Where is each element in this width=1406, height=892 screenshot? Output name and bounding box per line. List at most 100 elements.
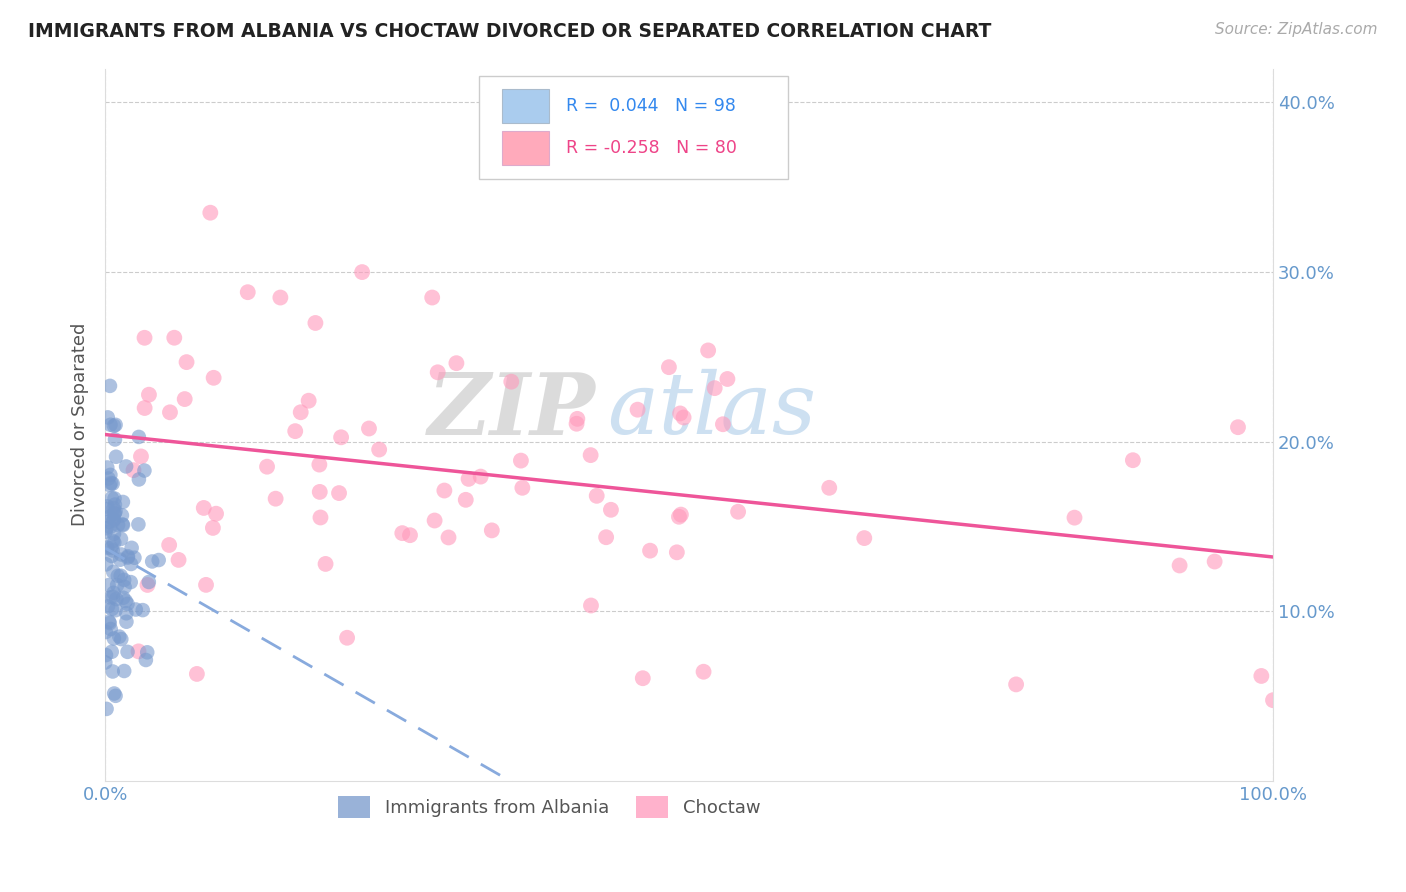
Point: [638, 543, 661, 558]
Point: [96, 521, 118, 535]
Point: [138, 574, 160, 589]
Point: [100, 491, 122, 505]
Point: [103, 507, 125, 521]
Point: [110, 548, 132, 562]
Point: [96, 500, 118, 514]
Point: [94, 648, 117, 662]
Point: [167, 553, 190, 567]
Point: [148, 553, 170, 567]
Text: ZIP: ZIP: [427, 368, 596, 452]
Point: [579, 448, 602, 462]
Point: [103, 586, 125, 600]
Point: [101, 476, 124, 491]
Point: [111, 518, 134, 533]
Point: [672, 410, 695, 425]
Point: [1168, 558, 1191, 573]
Point: [585, 489, 607, 503]
Point: [105, 592, 128, 607]
Point: [437, 531, 460, 545]
Point: [107, 569, 129, 583]
Point: [697, 343, 720, 358]
Point: [104, 506, 127, 520]
Point: [108, 630, 131, 644]
Point: [711, 417, 734, 432]
Point: [391, 526, 413, 541]
Point: [128, 644, 150, 658]
Point: [110, 532, 132, 546]
Point: [96, 502, 118, 516]
Point: [100, 622, 122, 636]
Point: [298, 393, 321, 408]
Point: [121, 541, 143, 555]
Point: [115, 615, 138, 629]
Point: [433, 483, 456, 498]
Point: [308, 458, 330, 472]
Point: [112, 591, 135, 605]
Point: [103, 565, 125, 579]
Point: [94, 656, 117, 670]
Point: [308, 484, 330, 499]
Point: [669, 407, 692, 421]
Point: [122, 463, 145, 477]
Point: [399, 528, 422, 542]
Point: [105, 450, 128, 464]
Point: [114, 580, 136, 594]
Point: [336, 631, 359, 645]
Point: [98, 379, 121, 393]
Point: [501, 375, 523, 389]
Point: [128, 430, 150, 444]
Point: [454, 492, 477, 507]
Point: [368, 442, 391, 457]
Point: [352, 265, 374, 279]
Point: [104, 498, 127, 512]
Point: [457, 472, 479, 486]
Point: [200, 205, 222, 219]
Point: [112, 573, 135, 587]
Point: [94, 625, 117, 640]
Y-axis label: Divorced or Separated: Divorced or Separated: [72, 323, 89, 526]
Point: [97, 515, 120, 529]
Point: [631, 671, 654, 685]
Point: [125, 602, 148, 616]
Point: [173, 392, 195, 406]
Point: [127, 517, 149, 532]
Point: [470, 469, 492, 483]
Point: [100, 591, 122, 605]
Point: [97, 578, 120, 592]
Point: [201, 521, 224, 535]
Point: [103, 501, 125, 516]
Point: [357, 421, 380, 435]
Point: [112, 664, 135, 678]
Point: [202, 371, 225, 385]
Point: [138, 387, 160, 401]
Point: [692, 665, 714, 679]
Point: [104, 603, 127, 617]
Point: [94, 524, 117, 539]
Point: [1227, 420, 1250, 434]
Point: [114, 594, 136, 608]
Point: [104, 504, 127, 518]
Point: [658, 360, 681, 375]
Point: [103, 513, 125, 527]
Point: [97, 471, 120, 485]
Point: [129, 450, 152, 464]
Point: [97, 410, 120, 425]
Point: [103, 491, 125, 506]
Point: [600, 503, 623, 517]
Point: [128, 472, 150, 486]
Point: [101, 665, 124, 679]
Point: [141, 554, 163, 568]
Point: [304, 316, 326, 330]
Text: Source: ZipAtlas.com: Source: ZipAtlas.com: [1215, 22, 1378, 37]
Point: [330, 430, 353, 444]
Point: [567, 412, 589, 426]
Point: [665, 545, 688, 559]
Point: [98, 615, 121, 629]
Point: [134, 464, 156, 478]
FancyBboxPatch shape: [502, 131, 548, 165]
Point: [98, 520, 121, 534]
Point: [104, 417, 127, 432]
Point: [110, 568, 132, 582]
Point: [96, 558, 118, 572]
Point: [509, 453, 531, 467]
